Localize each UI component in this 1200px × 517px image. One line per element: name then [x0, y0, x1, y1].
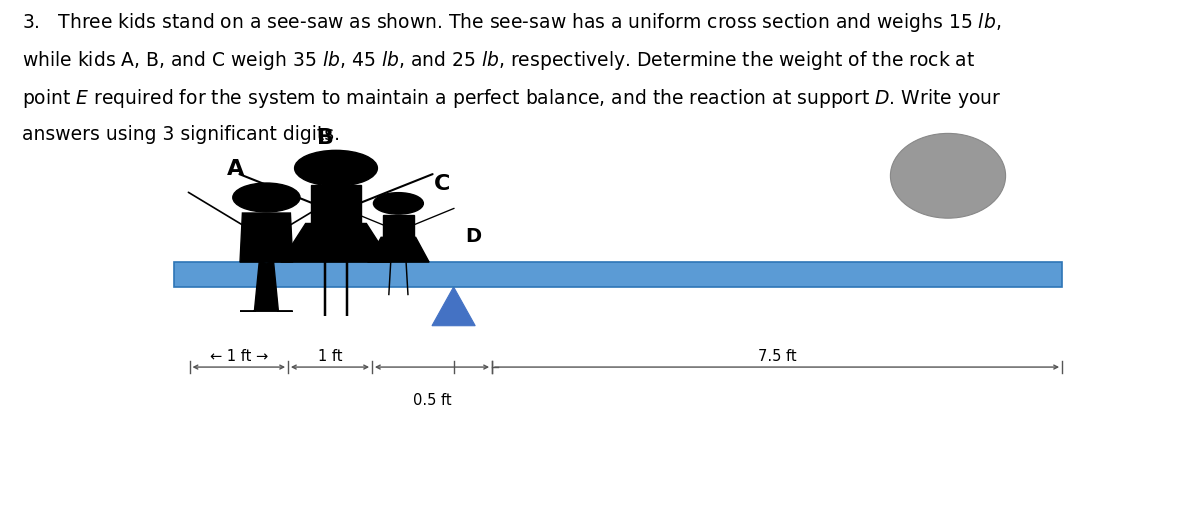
- Bar: [174, 262, 1062, 287]
- Polygon shape: [383, 215, 414, 237]
- Polygon shape: [367, 237, 430, 262]
- Text: 7.5 ft: 7.5 ft: [757, 349, 797, 364]
- Text: answers using 3 significant digits.: answers using 3 significant digits.: [22, 125, 340, 144]
- Text: D: D: [466, 226, 481, 246]
- Text: 3.   Three kids stand on a see-saw as shown. The see-saw has a uniform cross sec: 3. Three kids stand on a see-saw as show…: [22, 11, 1001, 34]
- Ellipse shape: [890, 133, 1006, 218]
- Text: while kids A, B, and C weigh 35 $\it{lb}$, 45 $\it{lb}$, and 25 $\it{lb}$, respe: while kids A, B, and C weigh 35 $\it{lb}…: [22, 49, 974, 72]
- Polygon shape: [281, 223, 391, 262]
- Text: B: B: [317, 128, 334, 148]
- Text: C: C: [433, 174, 450, 194]
- Circle shape: [233, 183, 300, 212]
- Text: ← 1 ft →: ← 1 ft →: [210, 349, 268, 364]
- Circle shape: [373, 193, 424, 214]
- Text: 0.5 ft: 0.5 ft: [413, 393, 451, 408]
- Polygon shape: [311, 185, 361, 223]
- Text: point $\it{E}$ required for the system to maintain a perfect balance, and the re: point $\it{E}$ required for the system t…: [22, 87, 1001, 110]
- Text: 1 ft: 1 ft: [318, 349, 342, 364]
- Text: A: A: [227, 159, 244, 179]
- Polygon shape: [240, 262, 293, 311]
- Text: E: E: [953, 146, 967, 166]
- Polygon shape: [432, 287, 475, 326]
- Circle shape: [295, 150, 378, 186]
- Polygon shape: [240, 213, 293, 262]
